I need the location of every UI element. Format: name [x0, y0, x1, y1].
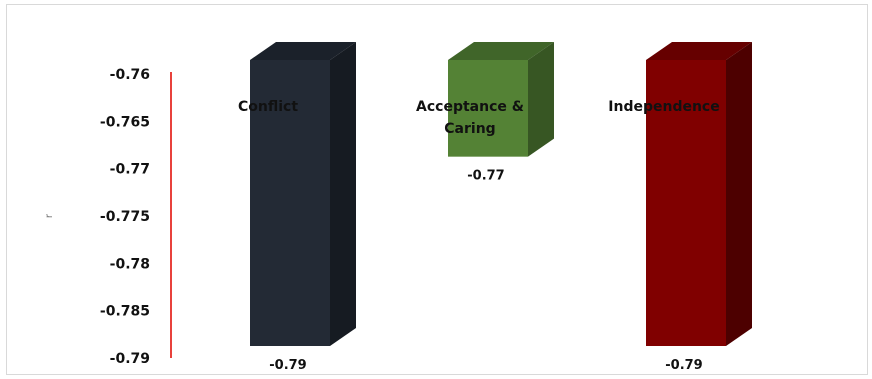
- chart-frame: [6, 4, 868, 375]
- data-label: -0.77: [467, 169, 504, 184]
- category-label: Conflict: [238, 99, 298, 115]
- y-tick-label: -0.78: [110, 256, 150, 272]
- y-tick-label: -0.775: [100, 209, 150, 225]
- y-tick-label: -0.785: [100, 304, 150, 320]
- y-tick-label: -0.76: [110, 67, 150, 83]
- bar-top-face: [646, 42, 752, 60]
- bar-top-face: [250, 42, 356, 60]
- y-tick-label: -0.79: [110, 351, 150, 367]
- y-axis-label: r: [44, 213, 55, 218]
- category-label: Independence: [608, 99, 719, 115]
- bar: [448, 60, 528, 157]
- bar-side-face: [726, 42, 752, 346]
- bar-side-face: [330, 42, 356, 346]
- category-label: Acceptance & Caring: [416, 99, 524, 137]
- bar-side-face: [528, 42, 554, 157]
- bar: [646, 60, 726, 346]
- bar-top-face: [448, 42, 554, 60]
- data-label: -0.79: [665, 358, 702, 373]
- y-tick-label: -0.765: [100, 114, 150, 130]
- bar: [250, 60, 330, 346]
- y-tick-label: -0.77: [110, 162, 150, 178]
- data-label: -0.79: [269, 358, 306, 373]
